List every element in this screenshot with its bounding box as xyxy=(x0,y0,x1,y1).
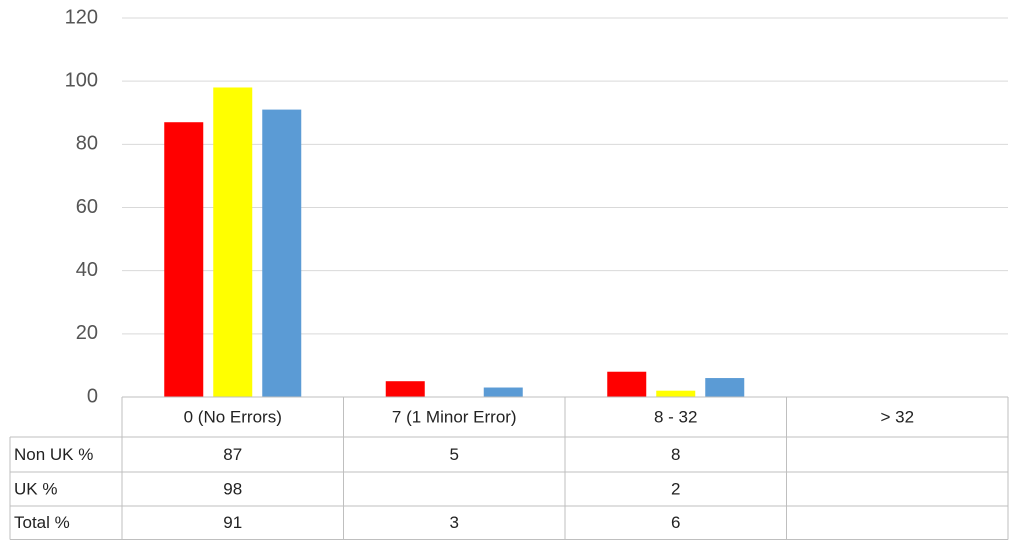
table-value: 87 xyxy=(223,445,242,464)
y-tick-label: 40 xyxy=(76,259,98,281)
table-value: 98 xyxy=(223,479,242,498)
legend-label: UK % xyxy=(14,479,57,498)
bar xyxy=(262,109,302,397)
x-tick-label: > 32 xyxy=(880,407,914,426)
y-tick-label: 120 xyxy=(65,6,98,28)
y-tick-label: 100 xyxy=(65,69,98,91)
bar xyxy=(213,87,253,397)
table-value: 91 xyxy=(223,513,242,532)
y-tick-label: 60 xyxy=(76,196,98,218)
table-value: 3 xyxy=(450,513,459,532)
y-tick-label: 20 xyxy=(76,322,98,344)
y-tick-label: 0 xyxy=(87,385,98,407)
table-value: 8 xyxy=(671,445,680,464)
table-value: 5 xyxy=(450,445,459,464)
x-tick-label: 8 - 32 xyxy=(654,407,697,426)
bar xyxy=(164,122,204,397)
bar xyxy=(607,371,647,397)
legend-label: Non UK % xyxy=(14,445,93,464)
bar xyxy=(705,378,745,397)
y-tick-label: 80 xyxy=(76,133,98,155)
table-value: 6 xyxy=(671,513,680,532)
legend-label: Total % xyxy=(14,513,70,532)
x-tick-label: 7 (1 Minor Error) xyxy=(392,407,517,426)
bar xyxy=(385,381,425,397)
bar xyxy=(483,387,523,397)
bar xyxy=(656,390,696,397)
table-value: 2 xyxy=(671,479,680,498)
x-tick-label: 0 (No Errors) xyxy=(184,407,282,426)
